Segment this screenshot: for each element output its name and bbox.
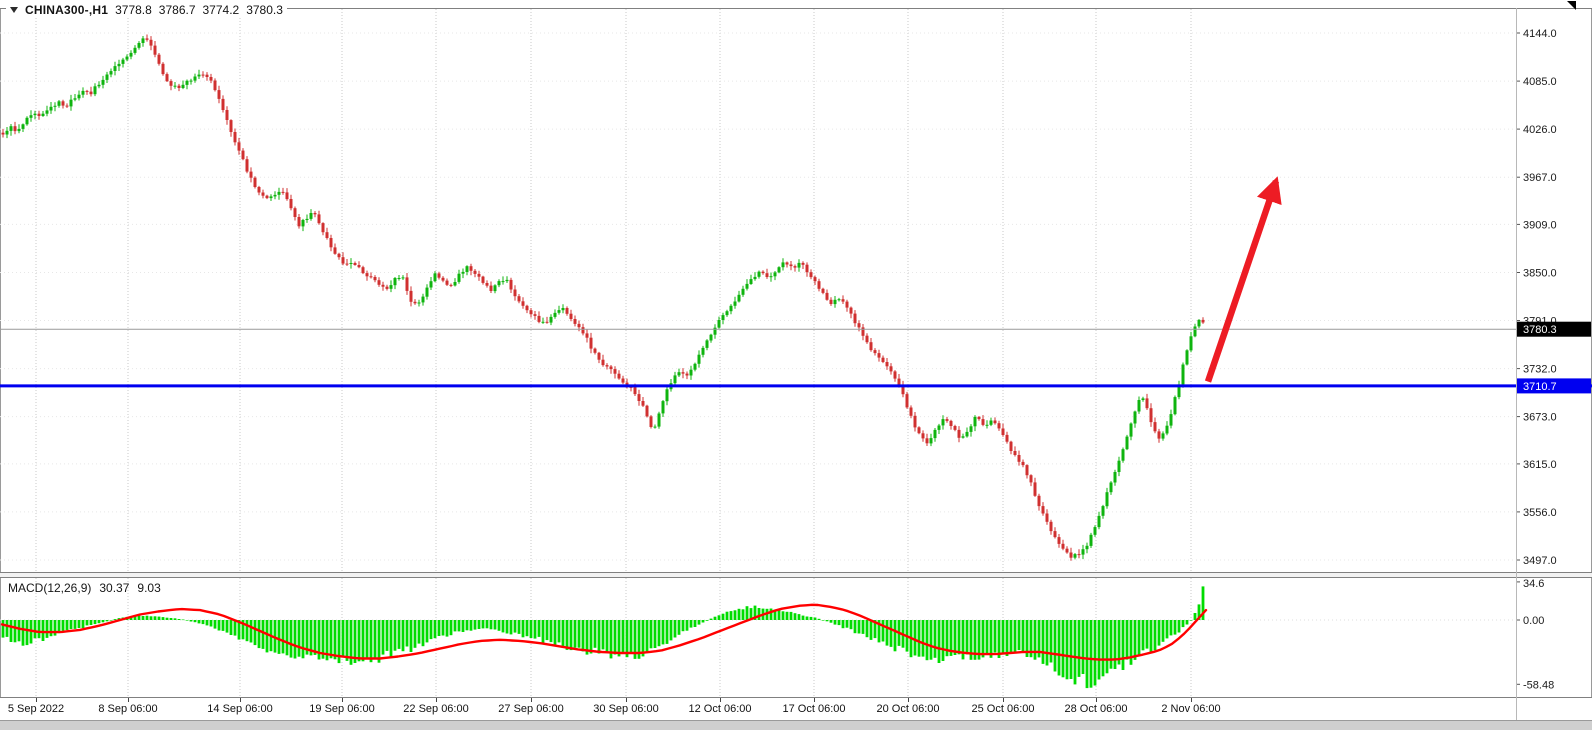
time-axis-label: 5 Sep 2022 <box>7 703 65 715</box>
svg-text:3710.7: 3710.7 <box>1523 381 1557 393</box>
chart-header: CHINA300-,H1 3778.8 3786.7 3774.2 3780.3 <box>6 2 287 17</box>
time-tick-mark <box>626 698 627 702</box>
time-tick-mark <box>814 698 815 702</box>
panel-splitter[interactable] <box>0 572 1592 578</box>
time-axis-label: 22 Sep 06:00 <box>403 703 469 715</box>
price-axis-separator <box>1516 8 1517 720</box>
svg-text:34.6: 34.6 <box>1523 578 1544 590</box>
time-axis-label: 2 Nov 06:00 <box>1161 703 1221 715</box>
macd-signal-line <box>0 603 1208 661</box>
macd-histogram <box>1 586 1205 689</box>
current-price-tag: 3780.3 <box>1517 321 1591 337</box>
svg-text:3909.0: 3909.0 <box>1523 219 1557 231</box>
bullish-trend-arrow <box>1204 176 1282 383</box>
time-axis-label: 8 Sep 06:00 <box>98 703 158 715</box>
time-axis-label: 12 Oct 06:00 <box>688 703 752 715</box>
svg-text:3556.0: 3556.0 <box>1523 507 1557 519</box>
time-axis-label: 27 Sep 06:00 <box>498 703 564 715</box>
macd-signal-value: 9.03 <box>137 581 161 595</box>
svg-text:4144.0: 4144.0 <box>1523 28 1557 40</box>
macd-name: MACD(12,26,9) <box>8 581 92 595</box>
time-tick-mark <box>1003 698 1004 702</box>
time-axis-label: 19 Sep 06:00 <box>309 703 375 715</box>
svg-text:-58.48: -58.48 <box>1523 679 1554 691</box>
macd-indicator-label: MACD(12,26,9) 30.37 9.03 <box>8 581 161 595</box>
time-axis-label: 30 Sep 06:00 <box>593 703 659 715</box>
svg-text:4085.0: 4085.0 <box>1523 76 1557 88</box>
time-axis-label: 28 Oct 06:00 <box>1064 703 1128 715</box>
svg-text:3780.3: 3780.3 <box>1523 324 1557 336</box>
horizontal-scrollbar[interactable] <box>0 720 1592 730</box>
time-tick-mark <box>531 698 532 702</box>
macd-main-value: 30.37 <box>99 581 130 595</box>
time-tick-mark <box>436 698 437 702</box>
ohlc-open-value: 3778.8 <box>115 2 152 17</box>
autoscroll-corner-icon[interactable] <box>1567 1 1576 10</box>
svg-text:3732.0: 3732.0 <box>1523 364 1557 376</box>
macd-indicator-panel[interactable]: 34.6 0.00 -58.48 <box>0 578 1592 697</box>
time-tick-mark <box>128 698 129 702</box>
ohlc-low-value: 3774.2 <box>202 2 240 17</box>
svg-text:3850.0: 3850.0 <box>1523 268 1557 280</box>
main-price-chart[interactable]: 4144.04085.04026.03967.03909.03850.03791… <box>0 8 1592 572</box>
time-tick-mark <box>1191 698 1192 702</box>
svg-text:3673.0: 3673.0 <box>1523 412 1557 424</box>
time-axis-label: 20 Oct 06:00 <box>876 703 940 715</box>
time-tick-mark <box>908 698 909 702</box>
svg-text:3615.0: 3615.0 <box>1523 459 1557 471</box>
svg-text:4026.0: 4026.0 <box>1523 124 1557 136</box>
macd-axis-labels: 34.6 0.00 -58.48 <box>1516 578 1554 691</box>
candlestick-series <box>1 34 1205 561</box>
macd-grid <box>0 578 1516 697</box>
time-axis-label: 14 Sep 06:00 <box>207 703 273 715</box>
time-axis-label: 17 Oct 06:00 <box>782 703 846 715</box>
hline-price-tag: 3710.7 <box>1517 378 1591 394</box>
svg-text:3497.0: 3497.0 <box>1523 555 1557 567</box>
time-tick-mark <box>720 698 721 702</box>
chart-top-margin <box>0 0 1592 8</box>
grid-lines <box>0 9 1516 571</box>
symbol-dropdown-icon[interactable] <box>10 6 18 13</box>
time-axis[interactable]: 5 Sep 2022 8 Sep 06:00 14 Sep 06:00 19 Sep … <box>0 697 1592 720</box>
svg-text:3967.0: 3967.0 <box>1523 172 1557 184</box>
price-axis-labels: 4144.04085.04026.03967.03909.03850.03791… <box>1516 28 1557 567</box>
time-tick-mark <box>342 698 343 702</box>
svg-text:0.00: 0.00 <box>1523 615 1544 627</box>
ohlc-high-value: 3786.7 <box>158 2 196 17</box>
time-tick-mark <box>240 698 241 702</box>
symbol-timeframe-label[interactable]: CHINA300-,H1 <box>25 2 109 17</box>
time-axis-label: 25 Oct 06:00 <box>971 703 1035 715</box>
time-tick-mark <box>1096 698 1097 702</box>
ohlc-close-value: 3780.3 <box>246 2 283 17</box>
time-tick-mark <box>36 698 37 702</box>
